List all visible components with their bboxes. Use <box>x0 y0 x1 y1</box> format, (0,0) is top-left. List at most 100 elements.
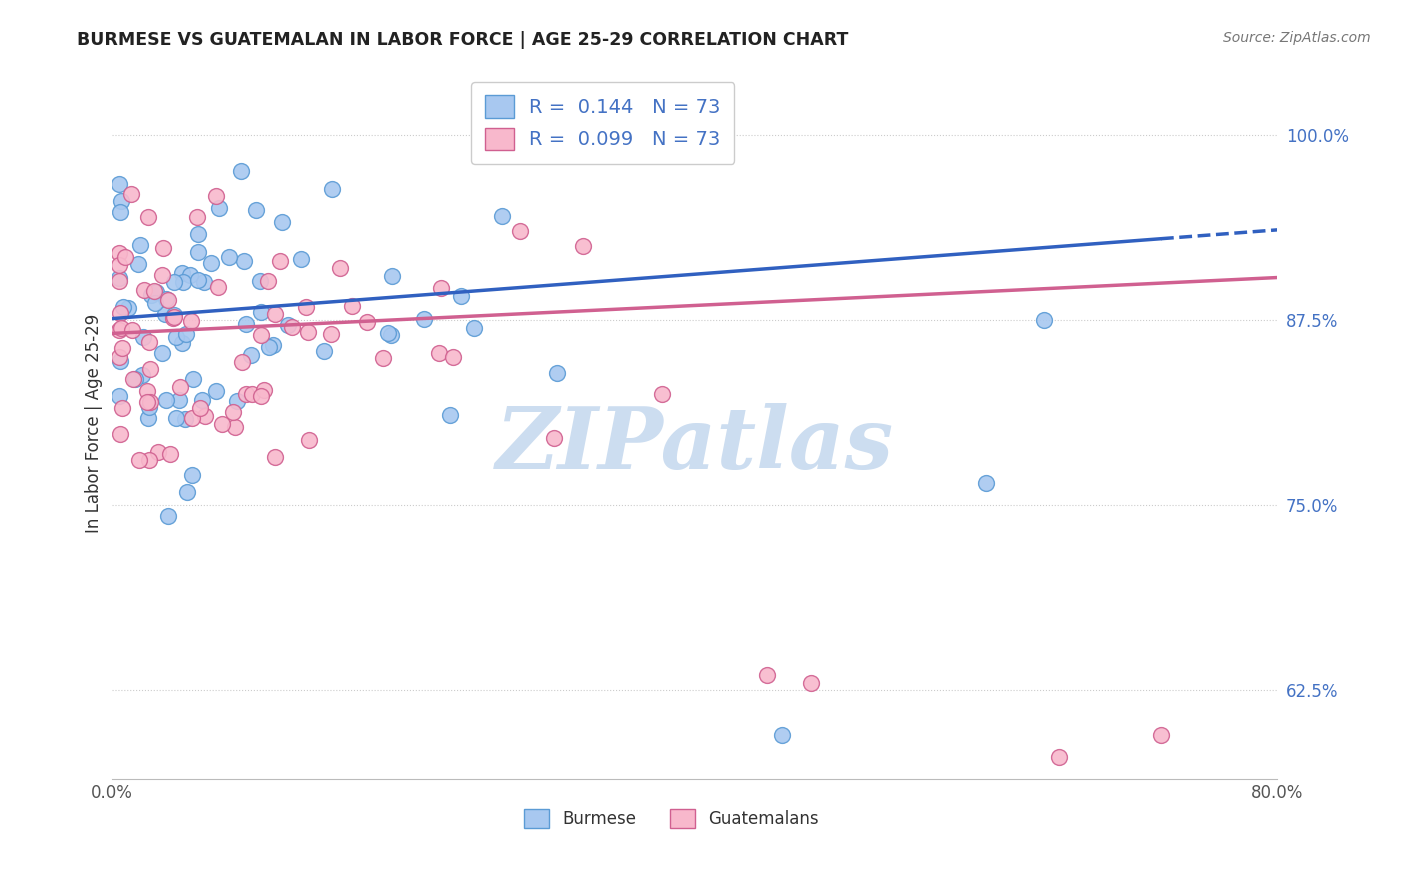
Point <box>108 323 131 337</box>
Point <box>141 287 163 301</box>
Point <box>491 209 513 223</box>
Point <box>138 335 160 350</box>
Point <box>187 227 209 241</box>
Point <box>155 292 177 306</box>
Point <box>194 409 217 423</box>
Point <box>463 320 485 334</box>
Point <box>239 348 262 362</box>
Point <box>193 275 215 289</box>
Point <box>225 393 247 408</box>
Point <box>371 351 394 365</box>
Point <box>111 301 134 315</box>
Point <box>1033 313 1056 327</box>
Point <box>145 285 167 300</box>
Point <box>110 426 132 441</box>
Point <box>132 283 155 297</box>
Point <box>111 341 134 355</box>
Point <box>441 350 464 364</box>
Point <box>121 323 143 337</box>
Point <box>108 306 131 320</box>
Point <box>139 394 162 409</box>
Point <box>176 485 198 500</box>
Point <box>156 509 179 524</box>
Point <box>127 256 149 270</box>
Point <box>187 273 209 287</box>
Point <box>271 215 294 229</box>
Point <box>108 177 131 191</box>
Point <box>181 372 204 386</box>
Point <box>132 330 155 344</box>
Point <box>233 254 256 268</box>
Point <box>207 201 229 215</box>
Point <box>143 284 166 298</box>
Point <box>340 299 363 313</box>
Point <box>321 182 343 196</box>
Point <box>543 431 565 445</box>
Point <box>150 346 173 360</box>
Legend: Burmese, Guatemalans: Burmese, Guatemalans <box>517 802 825 835</box>
Point <box>356 315 378 329</box>
Point <box>108 270 131 285</box>
Point <box>124 372 146 386</box>
Point <box>218 250 240 264</box>
Point <box>110 401 132 415</box>
Point <box>108 204 131 219</box>
Point <box>231 355 253 369</box>
Point <box>138 400 160 414</box>
Point <box>252 383 274 397</box>
Point <box>412 312 434 326</box>
Point <box>380 328 402 343</box>
Point <box>108 258 131 272</box>
Point <box>264 307 287 321</box>
Point <box>200 256 222 270</box>
Point <box>800 675 823 690</box>
Point <box>186 210 208 224</box>
Point <box>169 380 191 394</box>
Point <box>207 279 229 293</box>
Point <box>509 224 531 238</box>
Point <box>131 368 153 383</box>
Point <box>163 310 186 324</box>
Point <box>108 389 131 403</box>
Point <box>128 453 150 467</box>
Point <box>188 401 211 416</box>
Point <box>138 453 160 467</box>
Point <box>155 392 177 407</box>
Point <box>572 239 595 253</box>
Point <box>136 384 159 399</box>
Point <box>167 393 190 408</box>
Point <box>205 384 228 399</box>
Point <box>491 120 513 135</box>
Point <box>250 328 273 343</box>
Point <box>136 410 159 425</box>
Point <box>181 411 204 425</box>
Point <box>110 320 132 334</box>
Point <box>280 320 302 334</box>
Point <box>1150 727 1173 741</box>
Point <box>211 417 233 432</box>
Point <box>120 187 142 202</box>
Point <box>427 345 450 359</box>
Point <box>110 194 132 209</box>
Point <box>240 387 263 401</box>
Point <box>156 293 179 307</box>
Point <box>180 314 202 328</box>
Point <box>329 260 352 275</box>
Point <box>128 238 150 252</box>
Point <box>277 318 299 332</box>
Point <box>179 268 201 282</box>
Point <box>429 280 451 294</box>
Point <box>290 252 312 266</box>
Point <box>150 268 173 282</box>
Point <box>297 326 319 340</box>
Point <box>250 305 273 319</box>
Point <box>294 300 316 314</box>
Point <box>152 241 174 255</box>
Point <box>181 467 204 482</box>
Point <box>136 394 159 409</box>
Point <box>235 317 257 331</box>
Point <box>651 387 673 401</box>
Point <box>191 392 214 407</box>
Point <box>117 301 139 315</box>
Text: BURMESE VS GUATEMALAN IN LABOR FORCE | AGE 25-29 CORRELATION CHART: BURMESE VS GUATEMALAN IN LABOR FORCE | A… <box>77 31 849 49</box>
